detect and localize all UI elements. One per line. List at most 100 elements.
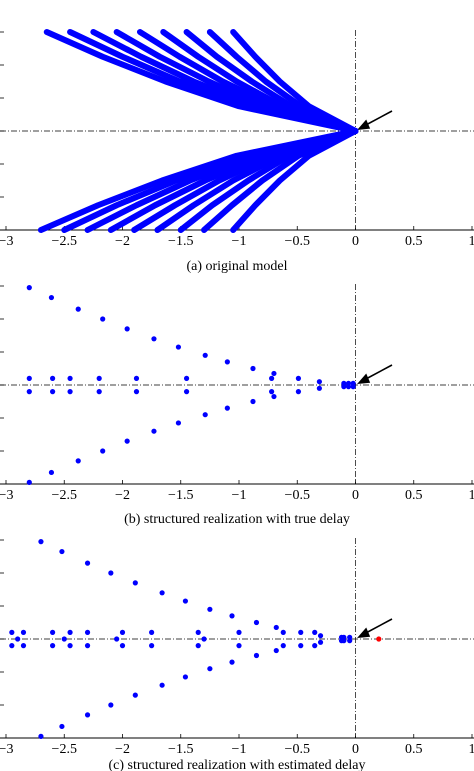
pole xyxy=(61,636,67,642)
pole xyxy=(50,389,56,395)
pole xyxy=(224,359,230,365)
pole xyxy=(207,606,213,612)
pole xyxy=(316,379,322,385)
pole xyxy=(124,326,130,332)
x-tick-label: 1 xyxy=(469,742,474,757)
pole xyxy=(201,636,207,642)
pole xyxy=(108,570,114,576)
pole xyxy=(312,643,318,649)
x-tick-label: −2 xyxy=(115,488,130,503)
pole xyxy=(151,336,157,342)
x-tick-label: −1.5 xyxy=(168,488,193,503)
pole xyxy=(271,393,277,400)
pole xyxy=(50,643,56,649)
pole xyxy=(67,375,73,381)
pole xyxy=(75,458,81,464)
x-tick-label: −1.5 xyxy=(168,742,193,757)
caption: (a) original model xyxy=(186,259,287,274)
x-tick-label: −3 xyxy=(0,742,13,757)
pole xyxy=(202,412,208,418)
pole xyxy=(26,285,32,291)
pole xyxy=(312,629,318,636)
pole xyxy=(9,643,15,649)
pole xyxy=(182,674,189,680)
pole xyxy=(119,643,126,649)
pole xyxy=(67,389,73,395)
pole xyxy=(298,643,304,649)
pole xyxy=(350,384,356,390)
pole xyxy=(96,389,102,395)
x-tick-label: −2.5 xyxy=(52,742,77,757)
x-tick-label: 0.5 xyxy=(405,488,423,503)
arrow xyxy=(363,364,393,381)
pole xyxy=(295,375,302,381)
x-tick-label: −0.5 xyxy=(285,488,310,503)
pole xyxy=(207,666,213,672)
pole xyxy=(253,619,260,626)
pole xyxy=(151,428,157,434)
arrows xyxy=(357,110,393,638)
pole xyxy=(250,365,256,372)
pole xyxy=(376,636,382,642)
pole xyxy=(26,389,32,395)
pole xyxy=(50,375,56,381)
pole xyxy=(100,316,106,322)
pole xyxy=(317,633,324,639)
x-tick-label: −2 xyxy=(115,742,130,757)
pole xyxy=(159,682,165,688)
pole xyxy=(124,438,130,444)
pole xyxy=(38,539,44,545)
pole xyxy=(59,548,65,555)
pole xyxy=(38,733,44,739)
pole-curve xyxy=(230,128,359,233)
pole xyxy=(183,389,190,395)
pole xyxy=(195,629,201,636)
pole xyxy=(9,629,15,636)
pole xyxy=(229,659,235,665)
pole xyxy=(100,448,106,454)
pole xyxy=(269,375,275,381)
pole xyxy=(132,692,138,698)
pole xyxy=(119,629,126,636)
pole xyxy=(132,580,138,586)
x-tick-label: −1.5 xyxy=(168,234,193,249)
x-tick-label: 0.5 xyxy=(405,742,423,757)
pole xyxy=(280,629,286,636)
pole xyxy=(84,629,91,636)
x-tick-label: −1 xyxy=(232,488,247,503)
x-tick-label: 0 xyxy=(352,234,359,249)
pole xyxy=(250,398,256,405)
caption: (c) structured realization with estimate… xyxy=(109,758,366,771)
x-tick-label: 1 xyxy=(469,234,474,249)
arrow-head xyxy=(357,373,371,384)
x-tick-label: 0 xyxy=(352,742,359,757)
arrow-head xyxy=(357,119,371,130)
pole xyxy=(96,375,102,381)
x-tick-label: −3 xyxy=(0,234,13,249)
pole xyxy=(236,629,242,636)
pole xyxy=(133,375,140,381)
pole xyxy=(149,629,155,636)
pole xyxy=(182,598,189,604)
pole xyxy=(316,385,322,391)
pole xyxy=(273,647,279,654)
pole xyxy=(298,629,304,636)
pole xyxy=(273,624,279,631)
x-tick-label: −3 xyxy=(0,488,13,503)
pole xyxy=(50,629,56,636)
pole-curve xyxy=(230,29,359,134)
pole xyxy=(20,629,27,636)
x-tick-label: −1 xyxy=(232,742,247,757)
x-tick-label: −0.5 xyxy=(285,742,310,757)
pole xyxy=(48,469,55,476)
pole xyxy=(202,352,208,358)
pole xyxy=(253,652,260,659)
pole xyxy=(114,636,120,642)
pole xyxy=(229,613,235,619)
pole-curve xyxy=(201,128,359,233)
pole xyxy=(175,344,182,350)
arrow-head xyxy=(357,627,371,638)
x-tick-label: −2 xyxy=(115,234,130,249)
pole xyxy=(159,590,165,596)
